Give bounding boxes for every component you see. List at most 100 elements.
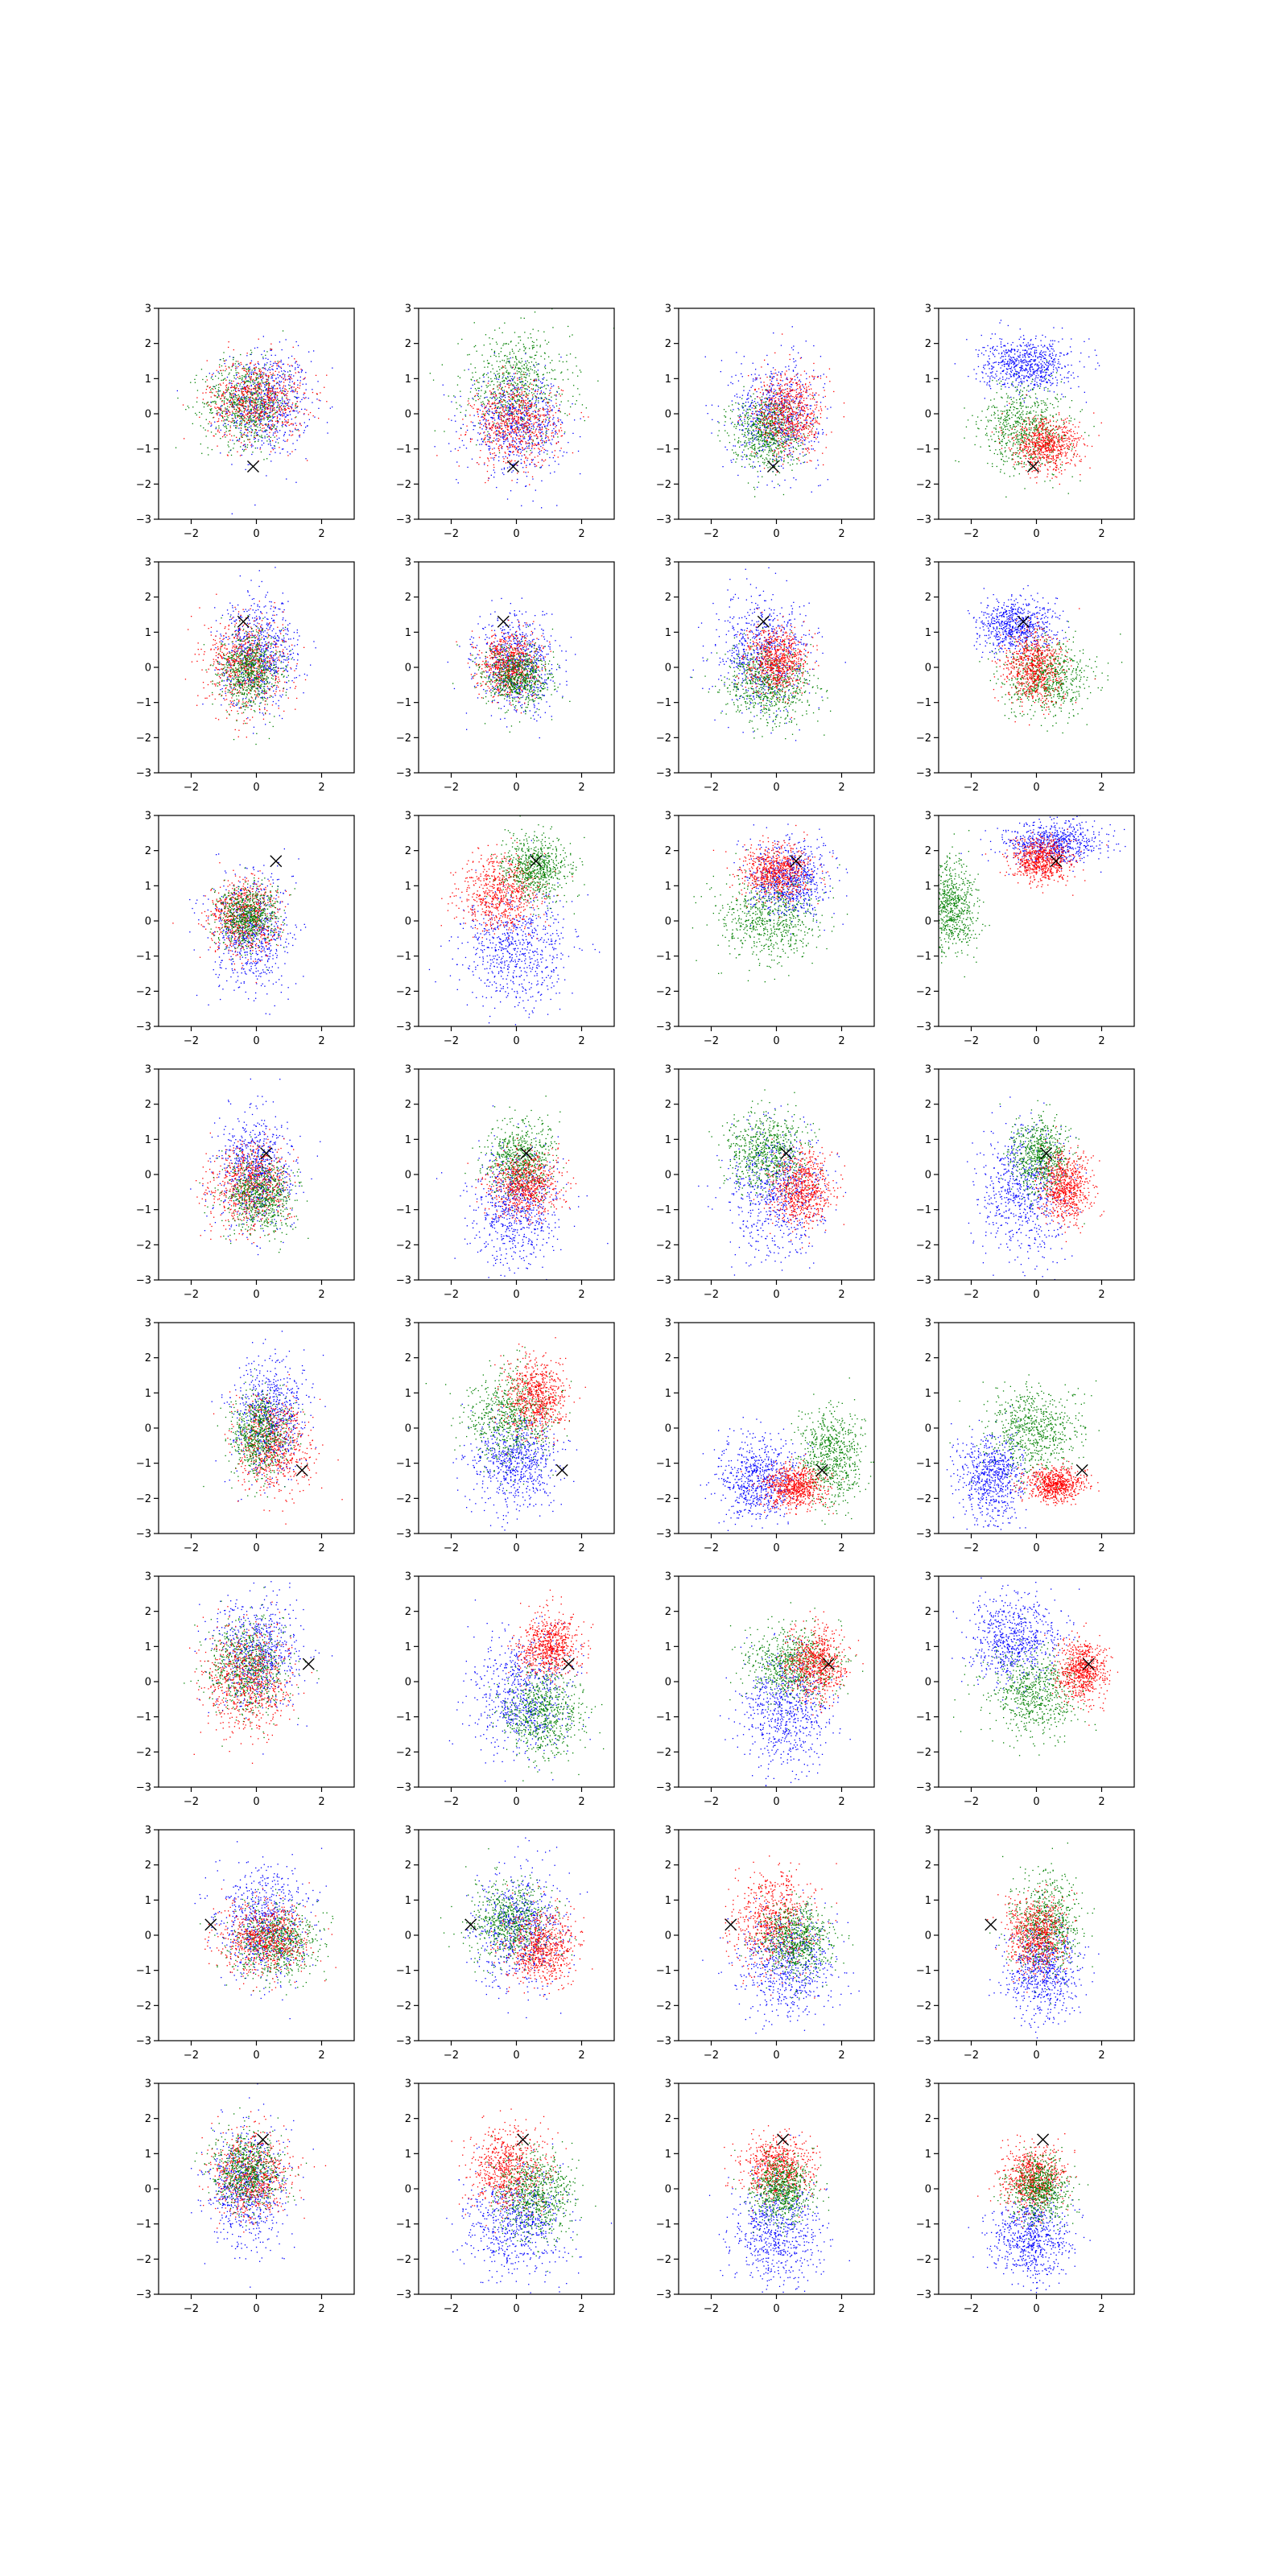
scatter-point [281, 405, 282, 406]
scatter-point [561, 430, 562, 431]
scatter-point [254, 380, 255, 381]
scatter-point [767, 399, 768, 400]
scatter-point [512, 430, 513, 431]
scatter-point [230, 449, 231, 450]
scatter-point [239, 409, 240, 410]
scatter-point [235, 363, 236, 364]
scatter-point [527, 418, 528, 419]
scatter-point [752, 411, 753, 412]
scatter-point [494, 405, 495, 406]
scatter-point [541, 450, 542, 451]
scatter-point [532, 347, 533, 348]
scatter-point [295, 403, 296, 404]
scatter-point [551, 386, 552, 387]
scatter-point [209, 412, 210, 413]
scatter-point [533, 385, 534, 386]
scatter-point [772, 459, 773, 460]
scatter-point [260, 374, 261, 375]
scatter-point [538, 409, 539, 410]
scatter-point [183, 404, 184, 405]
scatter-point [209, 421, 210, 422]
scatter-point [284, 402, 285, 403]
scatter-point [283, 378, 284, 379]
scatter-point [262, 402, 263, 403]
scatter-point [508, 432, 509, 433]
scatter-point [504, 381, 505, 382]
scatter-point [757, 414, 758, 415]
scatter-point [485, 429, 486, 430]
scatter-point [177, 390, 178, 391]
scatter-point [481, 439, 482, 440]
scatter-point [286, 339, 287, 340]
scatter-point [223, 380, 224, 381]
scatter-point [264, 350, 265, 351]
scatter-point [277, 415, 278, 416]
scatter-point [495, 400, 496, 401]
scatter-point [483, 403, 484, 404]
scatter-point [785, 439, 786, 440]
scatter-point [218, 371, 219, 372]
scatter-point [213, 373, 214, 374]
scatter-point [560, 411, 561, 412]
scatter-point [230, 404, 231, 405]
scatter-point [286, 416, 287, 417]
scatter-point [304, 378, 305, 379]
scatter-point [792, 398, 793, 399]
scatter-point [461, 339, 462, 340]
scatter-point [773, 376, 774, 377]
scatter-point [257, 347, 258, 348]
scatter-point [487, 435, 488, 436]
scatter-point [528, 440, 529, 441]
scatter-point [480, 410, 481, 411]
scatter-point [256, 375, 257, 376]
scatter-point [251, 413, 252, 414]
scatter-point [534, 365, 535, 366]
scatter-point [503, 441, 504, 442]
scatter-point [484, 408, 485, 409]
scatter-point [241, 362, 242, 363]
scatter-point [225, 360, 226, 361]
scatter-point [808, 395, 809, 396]
scatter-point [298, 371, 299, 372]
scatter-point [261, 436, 262, 437]
scatter-point [277, 397, 278, 398]
scatter-point [259, 387, 260, 388]
scatter-point [294, 358, 295, 359]
scatter-point [529, 445, 530, 446]
scatter-point [265, 355, 266, 356]
scatter-point [215, 388, 216, 389]
scatter-point [229, 394, 230, 395]
scatter-point [263, 372, 264, 373]
scatter-point [281, 381, 282, 382]
scatter-point [773, 367, 774, 368]
scatter-point [278, 405, 279, 406]
scatter-point [788, 365, 789, 366]
scatter-point [313, 350, 314, 351]
scatter-point [203, 398, 204, 399]
scatter-point [207, 379, 208, 380]
scatter-point [254, 372, 255, 373]
scatter-point [527, 443, 528, 444]
scatter-point [258, 376, 259, 377]
scatter-point [498, 356, 499, 357]
scatter-point [460, 406, 461, 407]
scatter-point [265, 394, 266, 395]
scatter-point [507, 405, 508, 406]
scatter-point [247, 432, 248, 433]
scatter-point [756, 379, 757, 380]
scatter-point [260, 388, 261, 389]
scatter-point [515, 387, 516, 388]
scatter-point [519, 404, 520, 405]
scatter-point [261, 379, 262, 380]
scatter-point [540, 446, 541, 447]
scatter-point [479, 388, 480, 389]
scatter-point [518, 371, 519, 372]
scatter-point [525, 402, 526, 403]
scatter-point [521, 378, 522, 379]
scatter-point [539, 408, 540, 409]
scatter-point [516, 435, 517, 436]
scatter-point [755, 379, 756, 380]
scatter-point [547, 402, 548, 403]
scatter-point [263, 413, 264, 414]
